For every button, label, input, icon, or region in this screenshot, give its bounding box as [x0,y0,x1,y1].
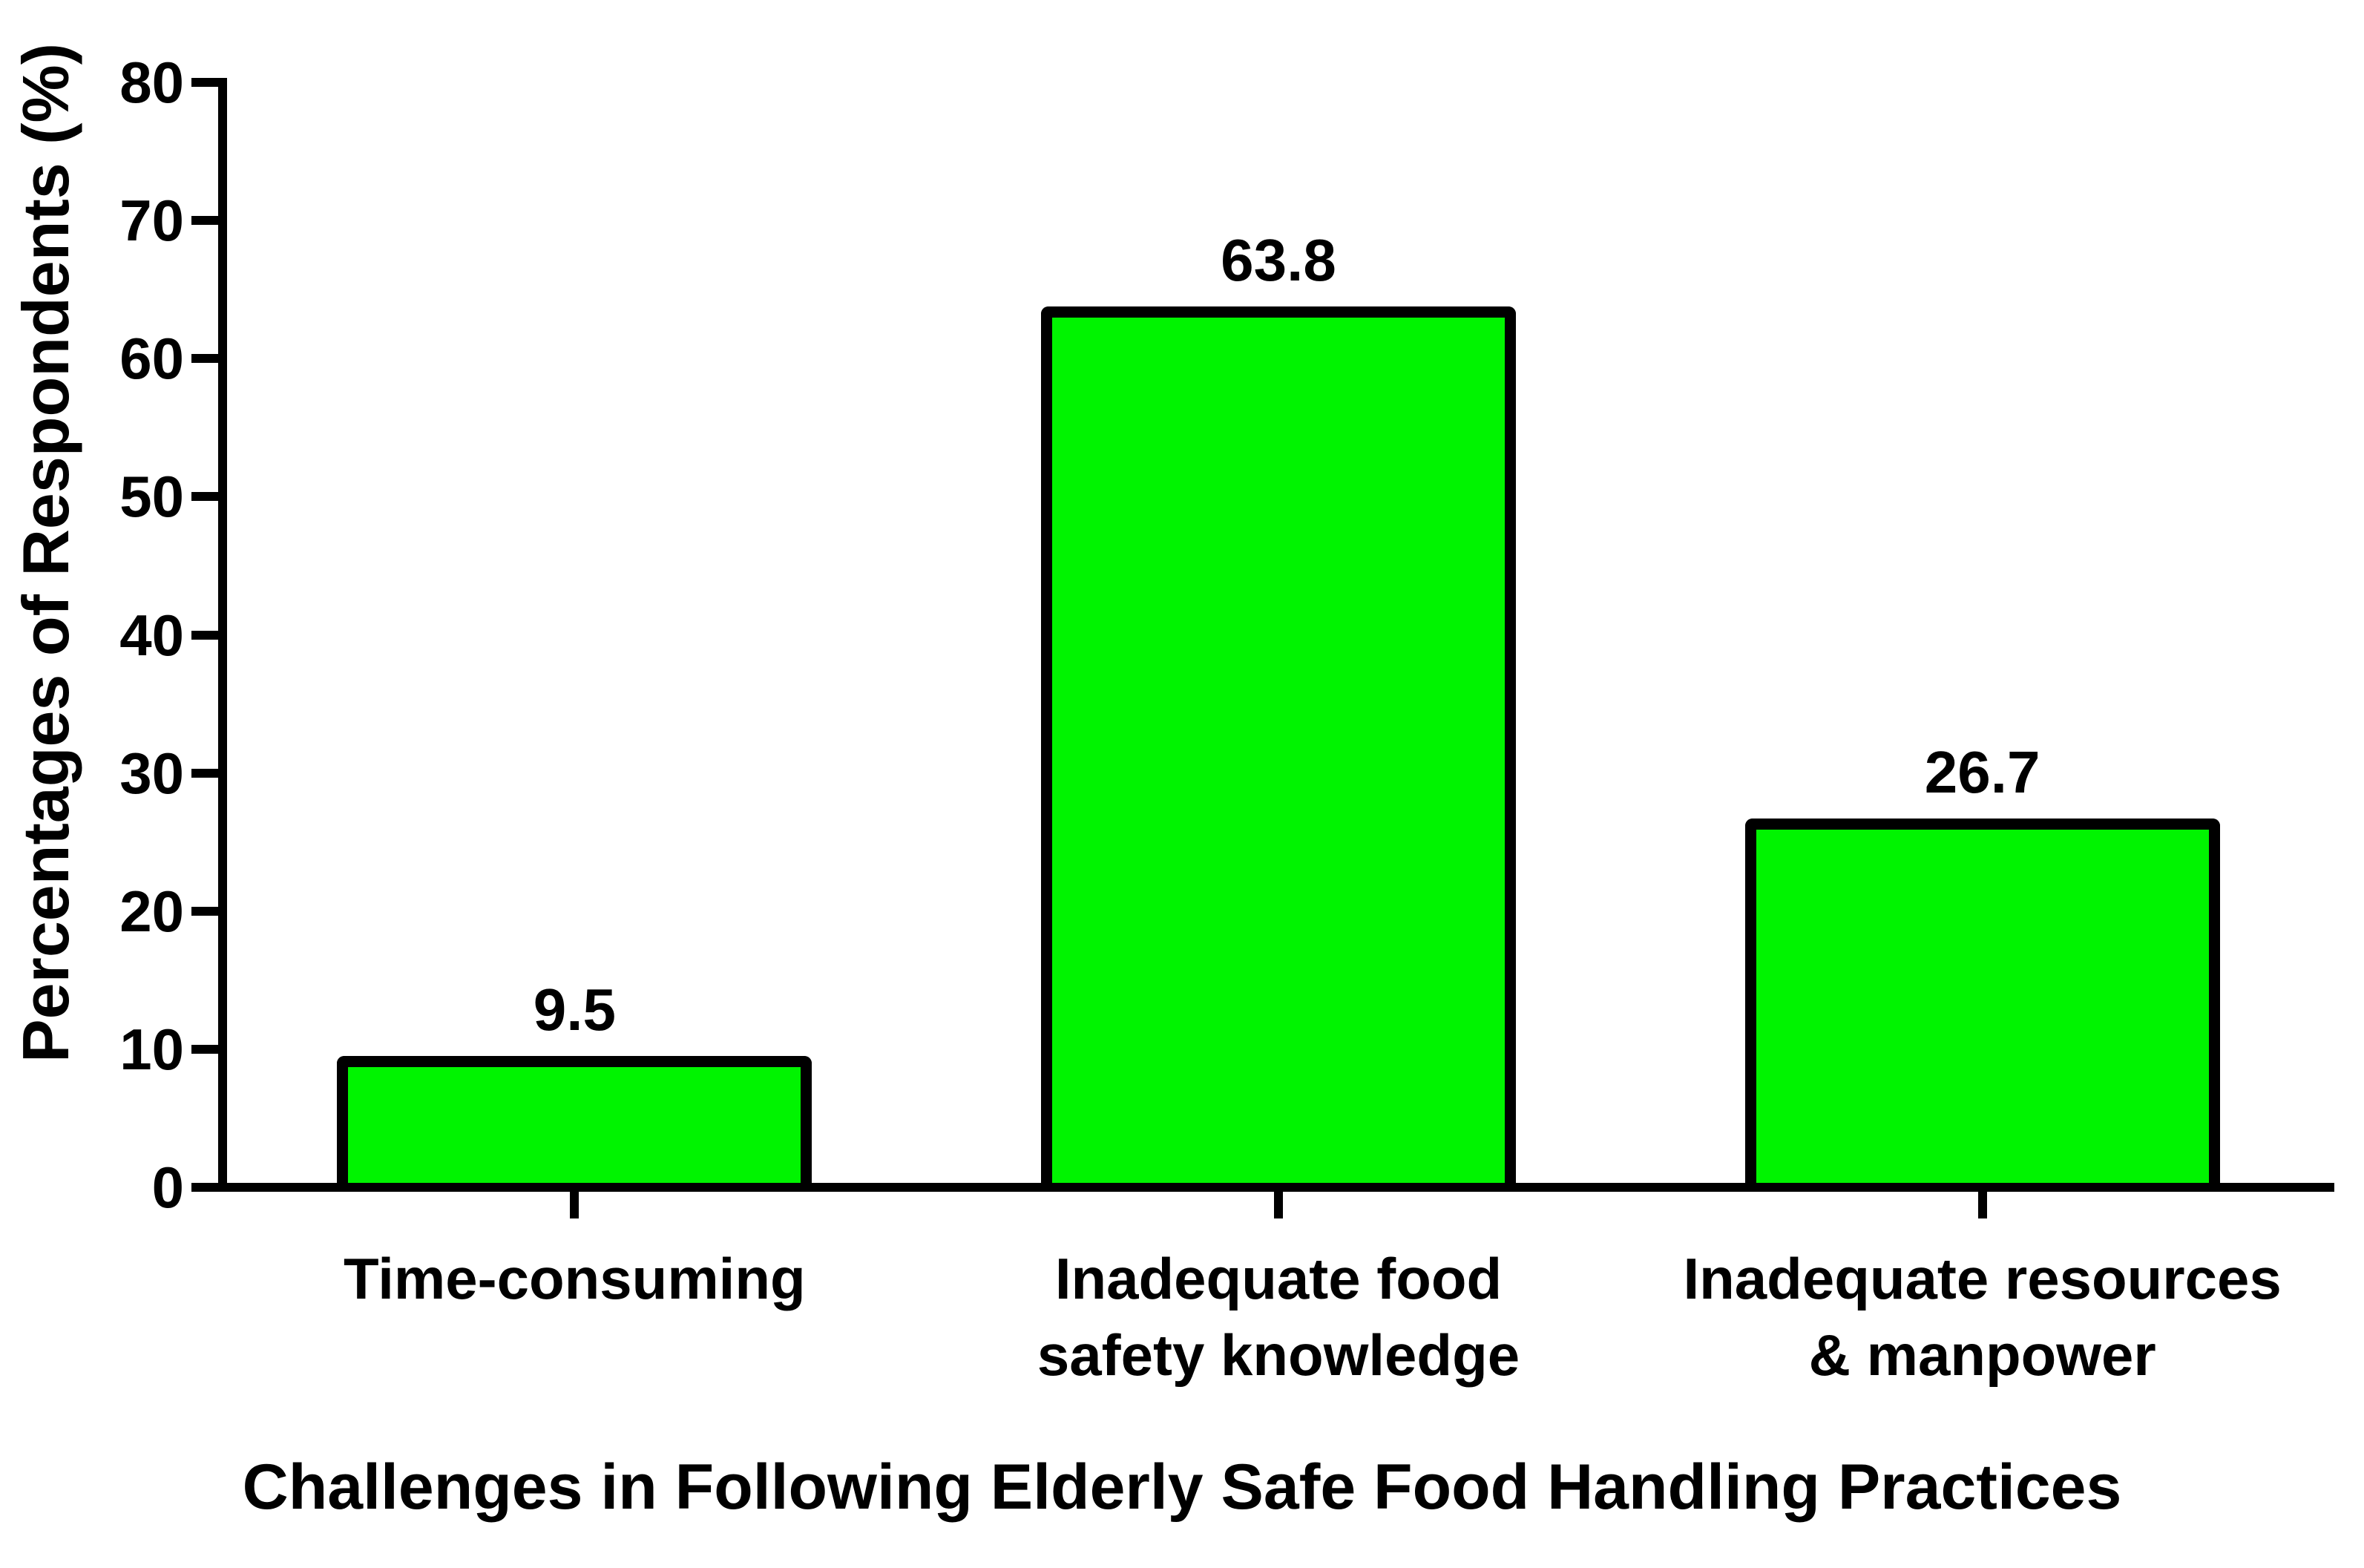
bar [1744,819,2220,1187]
y-axis-tick-label: 20 [119,878,184,944]
y-axis-line [218,78,227,1192]
bar-value-label: 26.7 [1924,739,2040,806]
x-axis-tick [1274,1187,1283,1218]
y-axis-tick-label: 0 [151,1155,184,1220]
y-axis-tick-label: 80 [119,50,184,115]
y-axis-tick-label: 30 [119,740,184,806]
x-axis-title: Challenges in Following Elderly Safe Foo… [242,1451,2122,1523]
x-category-label: Inadequate food safety knowledge [1037,1246,1520,1388]
x-category-label: Time-consuming [344,1246,806,1311]
x-axis-tick [570,1187,579,1218]
y-axis-tick-label: 70 [119,188,184,254]
y-axis-tick-label: 40 [119,602,184,668]
y-axis-title: Percentages of Respondents (%) [9,42,82,1063]
x-axis-baseline [191,1183,2334,1192]
y-axis-tick-label: 60 [119,326,184,392]
bar [337,1056,812,1187]
y-axis-tick-label: 10 [119,1016,184,1082]
y-axis-tick-label: 50 [119,464,184,530]
bar [1041,306,1516,1187]
x-category-label: Inadequate resources & manpower [1683,1246,2282,1388]
bar-value-label: 9.5 [533,977,616,1043]
x-axis-tick [1977,1187,1987,1218]
bar-value-label: 63.8 [1221,226,1336,293]
